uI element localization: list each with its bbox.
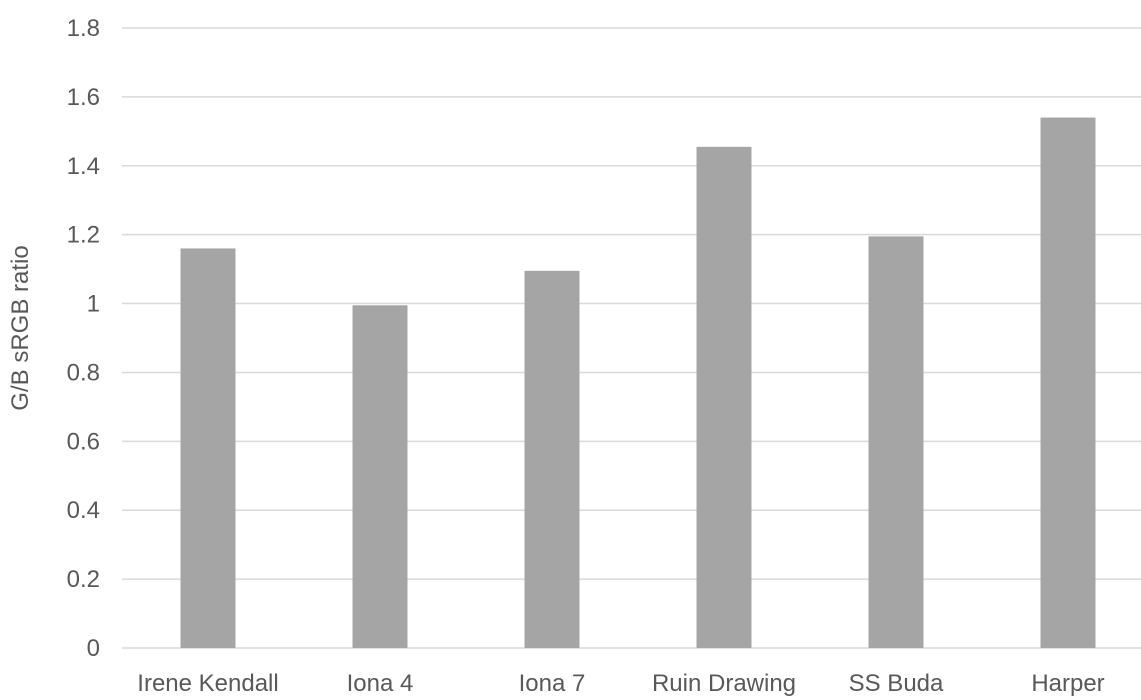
y-tick-label: 1.8: [67, 15, 100, 42]
bar: [868, 236, 924, 648]
y-tick-label: 1: [87, 291, 100, 318]
y-tick-label: 0.8: [67, 359, 100, 386]
gridlines: [122, 27, 1141, 649]
x-tick-label: Irene Kendall: [137, 670, 278, 697]
bar: [696, 146, 752, 649]
x-tick-label: Iona 4: [347, 670, 414, 697]
bar: [524, 270, 580, 648]
y-tick-label: 0.4: [67, 497, 100, 524]
bar: [352, 305, 408, 648]
x-tick-label: Harper: [1031, 670, 1104, 697]
x-tick-label: Ruin Drawing: [652, 670, 796, 697]
x-tick-labels: Irene Kendall Iona 4 Iona 7 Ruin Drawing SS …: [137, 670, 1104, 697]
y-tick-labels: 0 0.2 0.4 0.6 0.8 1 1.2 1.4 1.6 1.8: [67, 15, 100, 662]
y-tick-label: 1.6: [67, 84, 100, 111]
y-tick-label: 1.2: [67, 222, 100, 249]
x-tick-label: Iona 7: [519, 670, 586, 697]
y-tick-label: 0.6: [67, 428, 100, 455]
bars: [180, 117, 1096, 649]
y-tick-label: 0.2: [67, 566, 100, 593]
y-tick-label: 0: [87, 635, 100, 662]
y-tick-label: 1.4: [67, 153, 100, 180]
x-tick-label: SS Buda: [849, 670, 944, 697]
y-axis-label: G/B sRGB ratio: [7, 245, 34, 410]
bar: [1040, 117, 1096, 649]
bar: [180, 248, 236, 648]
